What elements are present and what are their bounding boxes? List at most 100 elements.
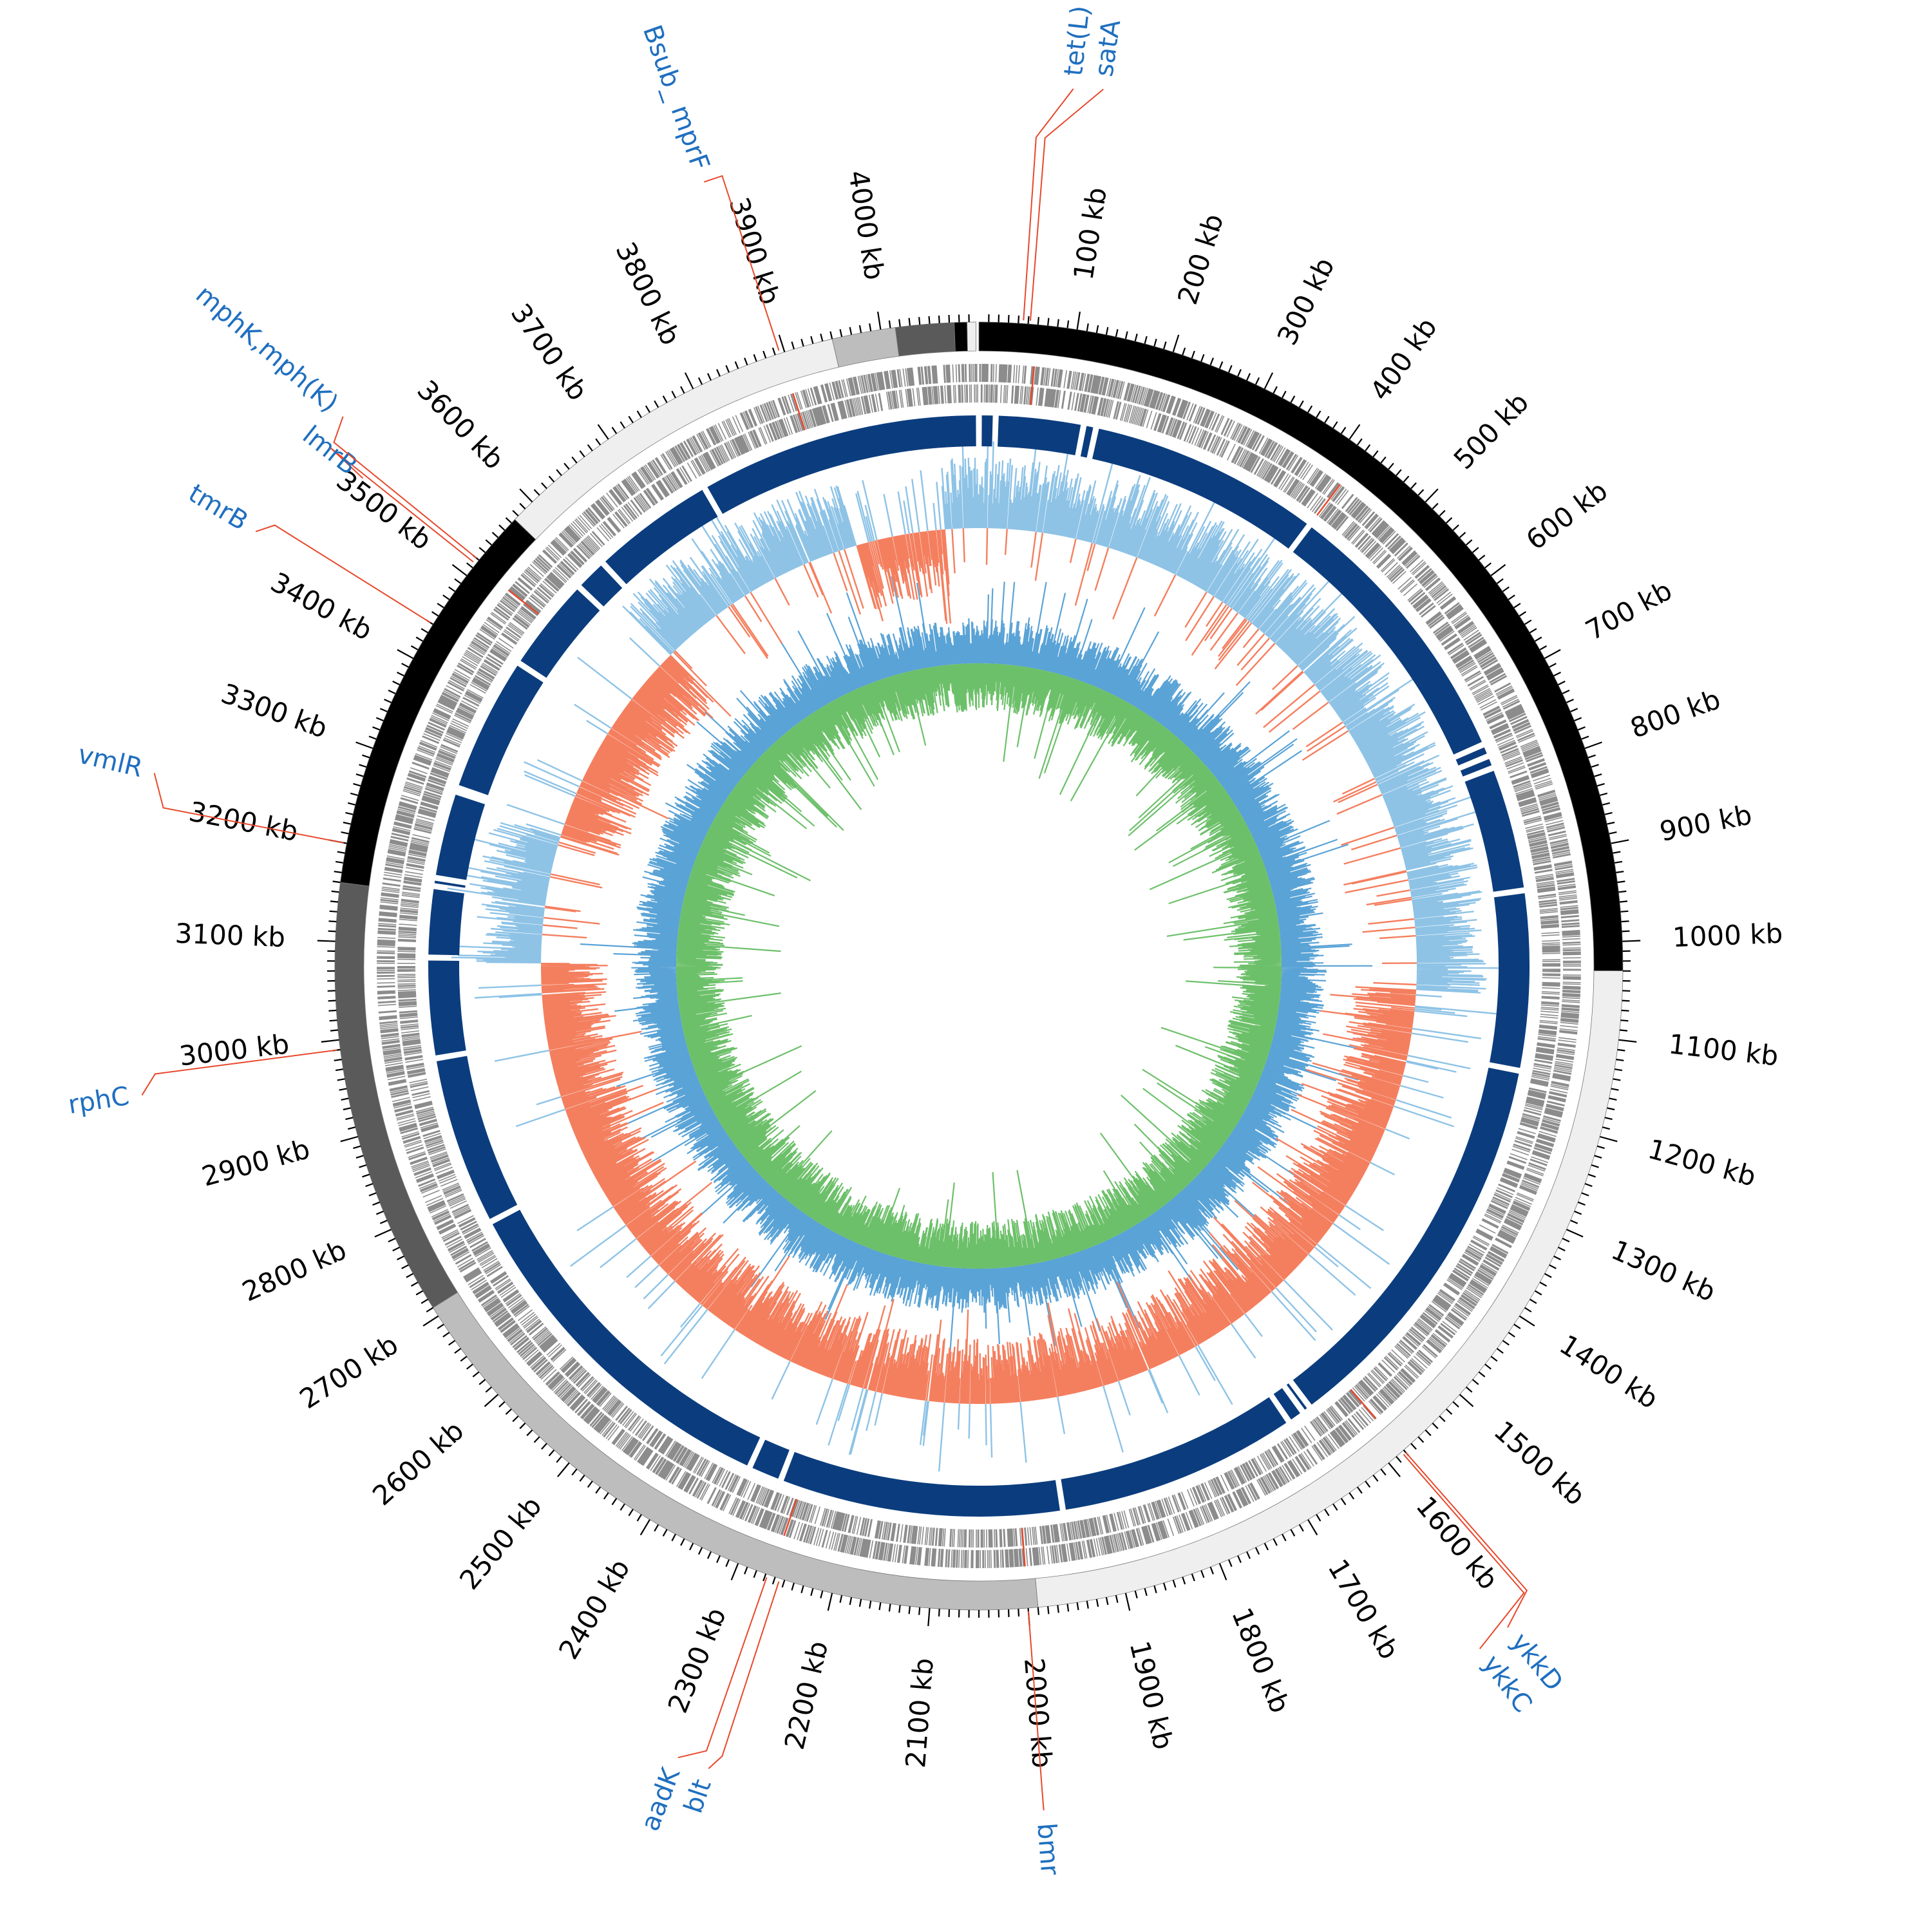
tick-label: 2000 kb xyxy=(1018,1657,1058,1769)
tick-label: 2100 kb xyxy=(900,1657,940,1769)
gene-label: aadK xyxy=(636,1763,687,1835)
backbone-segment xyxy=(1293,1067,1519,1405)
tick-label: 2500 kb xyxy=(453,1490,548,1595)
tick-label: 2800 kb xyxy=(238,1234,351,1308)
tick-label: 1900 kb xyxy=(1124,1638,1180,1752)
gene-leader-line xyxy=(677,1577,768,1759)
gene-leader-line xyxy=(1027,1611,1045,1811)
tick-label: 200 kb xyxy=(1171,210,1229,308)
gene-leader-line xyxy=(1023,88,1074,321)
tick-label: 800 kb xyxy=(1626,683,1725,744)
contig-segment xyxy=(831,327,900,368)
backbone-segment xyxy=(492,1209,761,1466)
tick-label: 3200 kb xyxy=(187,795,301,848)
tick-label: 3500 kb xyxy=(330,464,437,556)
contig-segment xyxy=(954,321,968,352)
gene-leader-line xyxy=(708,1581,780,1769)
tick-label: 3000 kb xyxy=(178,1028,291,1072)
tick-label: 100 kb xyxy=(1067,185,1112,282)
tick-label: 600 kb xyxy=(1520,475,1614,556)
gene-leader-line xyxy=(329,446,474,563)
backbone-segment xyxy=(1460,759,1492,777)
gene-label: tmrB xyxy=(184,478,253,536)
tick-label: 1400 kb xyxy=(1554,1329,1663,1415)
backbone-segment xyxy=(428,960,466,1056)
backbone-segment xyxy=(581,565,623,607)
tick-label: 1000 kb xyxy=(1672,918,1783,954)
contig-segment xyxy=(967,321,977,352)
backbone-ring xyxy=(428,415,1530,1517)
gene-label: Bsub_ mprF xyxy=(637,21,715,175)
tick-label: 1300 kb xyxy=(1607,1234,1720,1308)
gene-leader-line xyxy=(333,416,477,559)
tick-label: 3900 kb xyxy=(723,194,786,308)
tick-label: 400 kb xyxy=(1364,312,1443,406)
gc-content-negative xyxy=(540,528,1417,1405)
tick-label: 1500 kb xyxy=(1488,1415,1591,1512)
backbone-segment xyxy=(981,415,993,447)
backbone-segment xyxy=(752,1439,790,1479)
tick-label: 2200 kb xyxy=(779,1638,835,1752)
scale-ticks xyxy=(317,311,1641,1627)
contig-segment xyxy=(895,322,956,357)
tick-label: 900 kb xyxy=(1657,799,1754,848)
tick-marks xyxy=(317,311,1641,1627)
tick-label: 2900 kb xyxy=(198,1133,313,1193)
tick-label: 4000 kb xyxy=(842,168,891,282)
backbone-segment xyxy=(1455,747,1487,766)
gc-content-track xyxy=(447,429,1511,1472)
gene-label: vmlR xyxy=(75,739,145,783)
tick-label: 1700 kb xyxy=(1321,1554,1405,1665)
backbone-segment xyxy=(1092,428,1307,549)
gene-leader-line xyxy=(1030,88,1104,321)
gc-skew-track xyxy=(580,576,1373,1365)
gene-leader-line xyxy=(1403,1454,1525,1649)
gene-leader-line xyxy=(141,1049,337,1096)
gc-skew-positive xyxy=(580,576,1373,1365)
backbone-segment xyxy=(459,665,544,795)
gc-skew-negative xyxy=(676,663,1282,1269)
backbone-segment xyxy=(1286,1383,1307,1410)
gc-content-positive xyxy=(447,429,1511,1472)
tick-label: 300 kb xyxy=(1271,252,1341,350)
tick-label: 2600 kb xyxy=(366,1415,469,1512)
tick-label: 3100 kb xyxy=(175,918,286,954)
tick-label: 2400 kb xyxy=(553,1554,636,1665)
gene-leader-line xyxy=(1405,1452,1528,1628)
tick-label: 3400 kb xyxy=(265,566,377,647)
tick-label: 1200 kb xyxy=(1645,1133,1759,1193)
gene-leader-line xyxy=(703,175,780,351)
tick-label: 2300 kb xyxy=(661,1604,732,1718)
tick-label: 2700 kb xyxy=(294,1329,404,1415)
backbone-segment xyxy=(1273,1388,1300,1420)
backbone-segment xyxy=(428,889,464,956)
backbone-segment xyxy=(1464,770,1524,892)
backbone-segment xyxy=(1490,893,1530,1068)
backbone-segment xyxy=(1061,1397,1287,1510)
backbone-segment xyxy=(520,589,600,678)
backbone-segment xyxy=(435,794,486,880)
tick-label: 500 kb xyxy=(1448,386,1535,475)
tick-label: 3700 kb xyxy=(505,298,594,406)
gene-leader-line xyxy=(255,524,431,623)
tick-label: 700 kb xyxy=(1580,574,1677,647)
tick-label: 3600 kb xyxy=(411,374,510,475)
cds-ring xyxy=(376,363,1582,1569)
gene-label: bmr xyxy=(1031,1822,1065,1877)
gene-label: blt xyxy=(679,1776,717,1817)
tick-label: 1600 kb xyxy=(1410,1490,1504,1595)
gene-label: mphK,mph(K) xyxy=(190,279,344,418)
backbone-segment xyxy=(605,489,718,585)
backbone-segment xyxy=(1293,527,1482,755)
backbone-segment xyxy=(707,415,976,514)
tick-label: 3300 kb xyxy=(217,677,332,744)
gene-label: satA xyxy=(1089,17,1126,79)
tick-label: 1800 kb xyxy=(1226,1604,1296,1718)
tick-label: 1100 kb xyxy=(1667,1028,1780,1072)
tick-label: 3800 kb xyxy=(609,237,687,350)
backbone-segment xyxy=(436,1056,518,1219)
cds-highlight xyxy=(507,366,1377,1567)
gene-leader-line xyxy=(153,773,344,844)
